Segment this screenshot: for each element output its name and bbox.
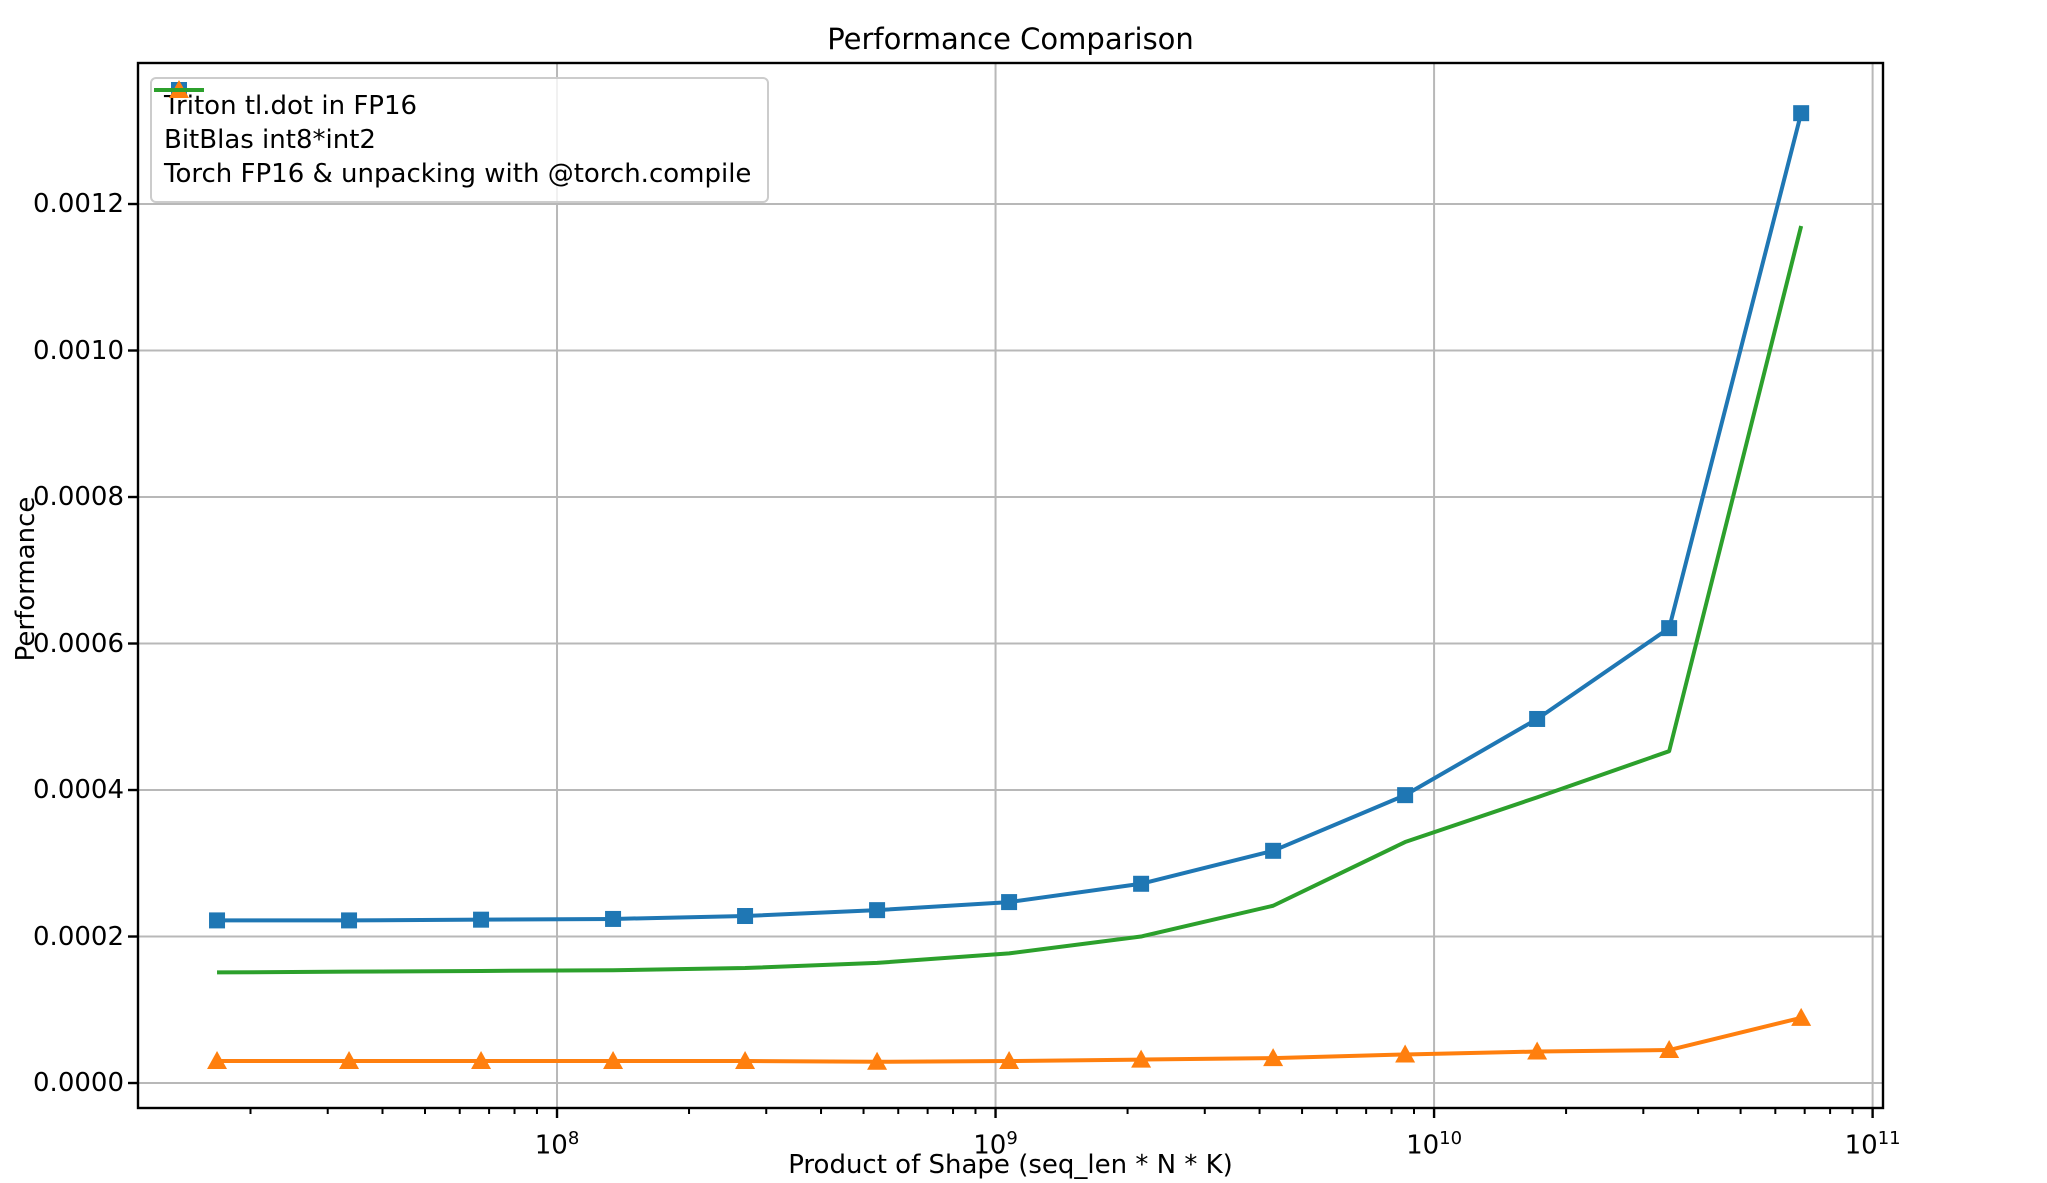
series-marker-triangle — [207, 1051, 228, 1070]
series-marker-triangle — [1527, 1041, 1548, 1060]
y-tick-label: 0.0000 — [33, 1068, 124, 1099]
y-axis-label: Performance — [11, 496, 41, 662]
series-marker-triangle — [867, 1051, 888, 1070]
y-tick-label: 0.0006 — [33, 628, 124, 659]
series-marker-square — [869, 902, 886, 919]
series-marker-triangle — [1791, 1007, 1812, 1026]
series-marker-square — [1793, 105, 1810, 122]
series-marker-square — [1661, 620, 1678, 637]
legend-label: Torch FP16 & unpacking with @torch.compi… — [164, 159, 752, 189]
series-marker-triangle — [735, 1051, 756, 1070]
y-tick-label: 0.0004 — [33, 775, 124, 806]
series-marker-square — [737, 908, 754, 925]
x-tick-label: 109 — [973, 1128, 1018, 1161]
series-line — [217, 225, 1804, 975]
series-marker-square — [1001, 894, 1018, 911]
x-tick-label: 1011 — [1844, 1128, 1901, 1161]
series-marker-square — [1529, 710, 1546, 727]
series-marker-square — [1133, 875, 1150, 892]
series-line — [217, 112, 1804, 923]
series-marker-triangle — [603, 1051, 624, 1070]
legend-label: Triton tl.dot in FP16 — [164, 91, 418, 121]
x-axis-label: Product of Shape (seq_len * N * K) — [788, 1150, 1233, 1180]
legend-swatch — [154, 88, 204, 92]
legend-label: BitBlas int8*int2 — [164, 125, 376, 155]
series-marker-triangle — [339, 1051, 360, 1070]
series-marker-square — [1265, 842, 1282, 859]
legend-item: Torch FP16 & unpacking with @torch.compi… — [154, 88, 752, 191]
series-marker-square — [209, 912, 226, 929]
series-marker-square — [605, 910, 622, 927]
series-marker-triangle — [1659, 1040, 1680, 1059]
chart-title: Performance Comparison — [827, 22, 1194, 56]
x-tick-label: 108 — [534, 1128, 580, 1161]
series-marker-square — [473, 911, 490, 928]
y-tick-label: 0.0008 — [33, 482, 124, 512]
axes-frame — [136, 61, 1885, 1110]
series-marker-triangle — [471, 1051, 492, 1070]
y-tick-label: 0.0002 — [33, 921, 124, 952]
series-marker-square — [341, 912, 358, 929]
legend: Triton tl.dot in FP16 BitBlas int8*int2 To… — [150, 77, 770, 203]
x-tick-label: 1010 — [1406, 1128, 1463, 1161]
series-marker-square — [1397, 787, 1414, 804]
y-tick-label: 0.0010 — [33, 335, 124, 366]
series-marker-triangle — [999, 1051, 1020, 1070]
legend-item: Triton tl.dot in FP16 — [154, 82, 751, 123]
series-marker-triangle — [1263, 1048, 1284, 1067]
y-tick-label: 0.0012 — [33, 189, 124, 219]
legend-item: BitBlas int8*int2 — [154, 80, 751, 157]
series-marker-triangle — [1131, 1049, 1152, 1068]
series-marker-triangle — [1395, 1044, 1416, 1063]
